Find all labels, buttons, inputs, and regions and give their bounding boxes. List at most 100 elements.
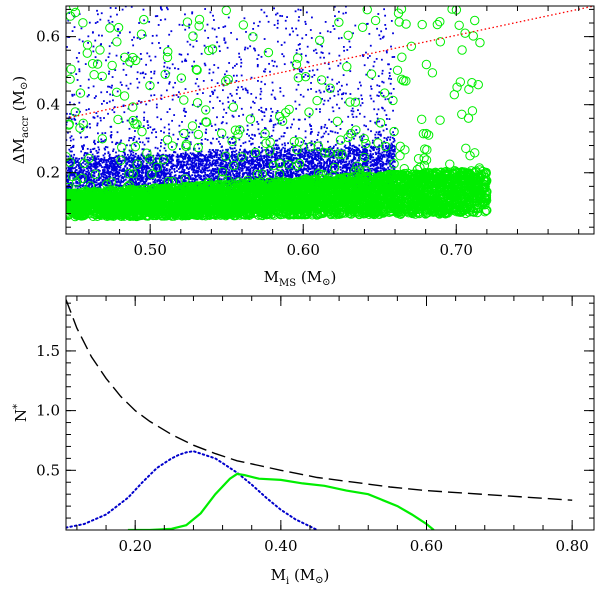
scatter-point <box>141 171 144 174</box>
scatter-point <box>80 184 82 187</box>
scatter-point <box>325 173 328 176</box>
scatter-point <box>247 160 249 162</box>
scatter-point <box>316 151 319 153</box>
scatter-point <box>72 162 75 165</box>
scatter-point <box>211 160 214 163</box>
scatter-point <box>353 157 356 160</box>
scatter-point <box>387 161 390 164</box>
scatter-point <box>204 169 207 172</box>
scatter-point <box>90 186 93 189</box>
scatter-point <box>105 181 108 183</box>
scatter-point <box>235 155 237 158</box>
scatter-point <box>176 158 179 161</box>
scatter-point <box>239 167 242 169</box>
scatter-point <box>264 164 267 167</box>
scatter-point <box>123 179 126 182</box>
scatter-point <box>74 162 77 164</box>
scatter-point <box>185 163 188 166</box>
scatter-point <box>117 175 120 178</box>
scatter-point <box>109 160 112 163</box>
scatter-point <box>234 159 237 162</box>
scatter-point <box>317 156 320 158</box>
scatter-point <box>389 149 392 152</box>
scatter-point <box>125 158 128 161</box>
scatter-point <box>197 173 200 176</box>
scatter-point <box>160 171 163 174</box>
scatter-point <box>178 180 181 183</box>
scatter-point <box>236 172 239 175</box>
scatter-point <box>160 179 163 182</box>
scatter-point <box>332 171 335 174</box>
scatter-point <box>98 182 101 185</box>
scatter-point <box>169 174 172 177</box>
scatter-point <box>238 171 241 174</box>
scatter-point <box>146 178 149 181</box>
scatter-point <box>199 160 202 163</box>
scatter-point <box>353 152 355 154</box>
scatter-point <box>340 162 342 165</box>
scatter-point <box>358 148 360 151</box>
scatter-point <box>154 166 157 169</box>
scatter-point <box>198 166 200 169</box>
scatter-point <box>196 154 198 157</box>
scatter-point <box>130 164 133 167</box>
scatter-point <box>205 162 208 165</box>
scatter-point <box>229 160 231 162</box>
scatter-point <box>329 149 332 152</box>
scatter-point <box>346 164 349 167</box>
scatter-point <box>139 174 141 176</box>
scatter-point <box>387 145 390 148</box>
scatter-point <box>323 167 326 170</box>
scatter-point <box>285 166 288 169</box>
scatter-point <box>159 180 161 183</box>
scatter-point <box>353 155 356 158</box>
scatter-point <box>102 176 105 179</box>
scatter-point <box>171 154 174 157</box>
scatter-point <box>292 158 295 161</box>
scatter-point <box>287 165 290 168</box>
scatter-point <box>71 174 74 177</box>
scatter-point <box>80 176 83 178</box>
scatter-point <box>304 150 307 153</box>
scatter-point <box>200 154 203 157</box>
scatter-point <box>191 161 194 164</box>
scatter-point <box>258 175 261 178</box>
scatter-point <box>208 153 211 156</box>
scatter-point <box>280 149 283 152</box>
scatter-point <box>215 164 218 167</box>
scatter-point <box>104 166 107 169</box>
scatter-point <box>332 156 334 159</box>
scatter-point <box>112 159 115 162</box>
scatter-point <box>259 172 262 174</box>
scatter-point <box>360 157 363 160</box>
scatter-point <box>189 166 191 169</box>
scatter-point <box>295 172 298 175</box>
scatter-point <box>126 161 129 164</box>
scatter-point <box>349 170 352 173</box>
scatter-point <box>114 172 117 174</box>
scatter-point <box>280 165 283 168</box>
scatter-point <box>197 170 200 172</box>
scatter-point <box>82 184 85 187</box>
scatter-point <box>149 157 152 160</box>
scatter-point <box>232 166 234 168</box>
scatter-point <box>257 167 260 170</box>
scatter-point <box>128 163 131 166</box>
scatter-point <box>223 152 226 155</box>
scatter-point <box>148 178 151 180</box>
scatter-point <box>92 181 95 183</box>
scatter-point <box>238 174 241 177</box>
scatter-point <box>182 178 185 181</box>
scatter-point <box>302 154 305 157</box>
scatter-point <box>347 163 350 166</box>
scatter-point <box>187 173 190 176</box>
scatter-point <box>150 171 153 174</box>
scatter-point <box>243 172 246 174</box>
scatter-point <box>126 171 129 173</box>
scatter-point <box>339 168 342 171</box>
scatter-point <box>125 156 128 159</box>
scatter-point <box>332 157 335 159</box>
scatter-point <box>103 166 106 169</box>
scatter-point <box>150 165 153 168</box>
scatter-point <box>145 177 148 179</box>
